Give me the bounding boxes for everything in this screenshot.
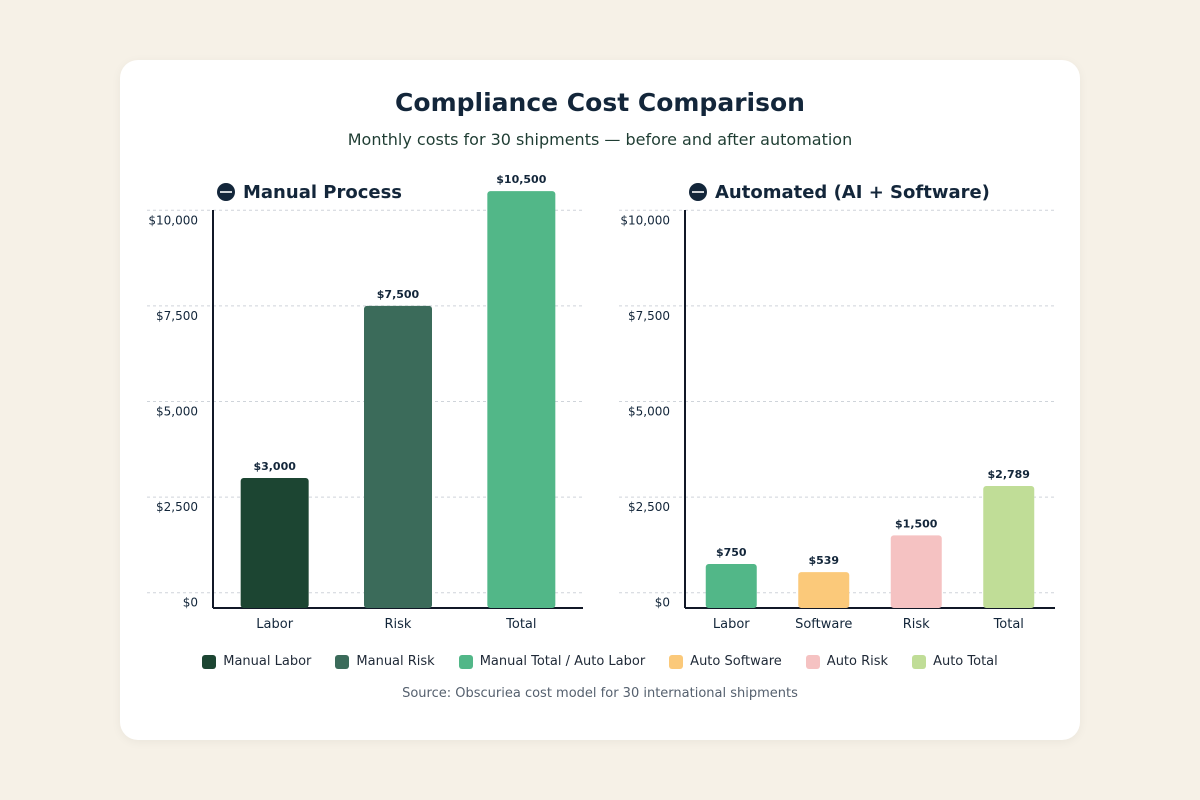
y-tick-label: $2,500 [628,500,670,514]
bar [798,572,850,608]
y-tick-label: $0 [655,596,670,610]
panel-heading-automated: Automated (AI + Software) [689,180,990,204]
legend-label: Auto Risk [826,654,889,669]
x-tick-label: Total [505,617,536,632]
y-tick-label: $0 [183,596,198,610]
legend-item-manual-labor: Manual Labor [202,654,311,669]
legend-swatch [202,654,217,669]
chart-subtitle: Monthly costs for 30 shipments — before … [347,130,853,149]
x-tick-label: Labor [256,617,293,632]
y-tick-label: $5,000 [628,405,670,419]
legend-item-manual-total-auto-labor: Manual Total / Auto Labor [458,654,646,669]
bar [487,191,556,609]
data-label: $539 [808,554,839,567]
data-label: $1,500 [895,517,938,530]
legend-swatch [335,654,350,669]
legend-label: Auto Software [690,654,782,669]
bar [890,535,942,608]
y-tick-label: $7,500 [628,309,670,323]
panel-heading-manual-label: Manual Process [243,181,403,203]
x-tick-label: Risk [385,617,412,632]
y-tick-label: $2,500 [156,500,198,514]
legend-label: Manual Risk [356,654,435,669]
source-note: Source: Obscuriea cost model for 30 inte… [402,686,798,701]
legend: Manual Labor Manual Risk Manual Total / … [0,654,1200,669]
bar [705,564,757,608]
bar [364,305,432,608]
y-tick-label: $5,000 [156,405,198,419]
bar [983,486,1035,608]
panel-heading-manual: Manual Process [217,180,402,204]
x-tick-label: Risk [903,617,930,632]
y-tick-label: $7,500 [156,309,198,323]
y-tick-label: $10,000 [148,213,198,227]
legend-label: Auto Total [933,654,998,669]
legend-label: Manual Labor [223,654,312,669]
data-label: $750 [716,546,747,559]
x-tick-label: Labor [713,617,750,632]
x-tick-label: Total [993,617,1024,632]
data-label: $2,789 [988,468,1030,481]
panel-heading-automated-label: Automated (AI + Software) [715,181,990,203]
legend-swatch [458,654,473,669]
data-label: $3,000 [253,460,296,473]
y-tick-label: $10,000 [620,213,670,227]
legend-swatch [669,654,684,669]
legend-swatch [912,654,927,669]
legend-item-auto-total: Auto Total [912,654,998,669]
x-tick-label: Software [795,617,852,632]
data-label: $7,500 [377,288,420,301]
bar [240,477,309,608]
data-label: $10,500 [496,173,546,186]
minus-circle-icon [689,183,707,201]
chart-card [120,60,1080,740]
minus-circle-icon [217,183,235,201]
legend-item-auto-software: Auto Software [669,654,782,669]
legend-swatch [805,654,820,669]
legend-label: Manual Total / Auto Labor [479,654,646,669]
legend-item-manual-risk: Manual Risk [335,654,435,669]
legend-item-auto-risk: Auto Risk [805,654,889,669]
chart-title: Compliance Cost Comparison [395,88,805,117]
